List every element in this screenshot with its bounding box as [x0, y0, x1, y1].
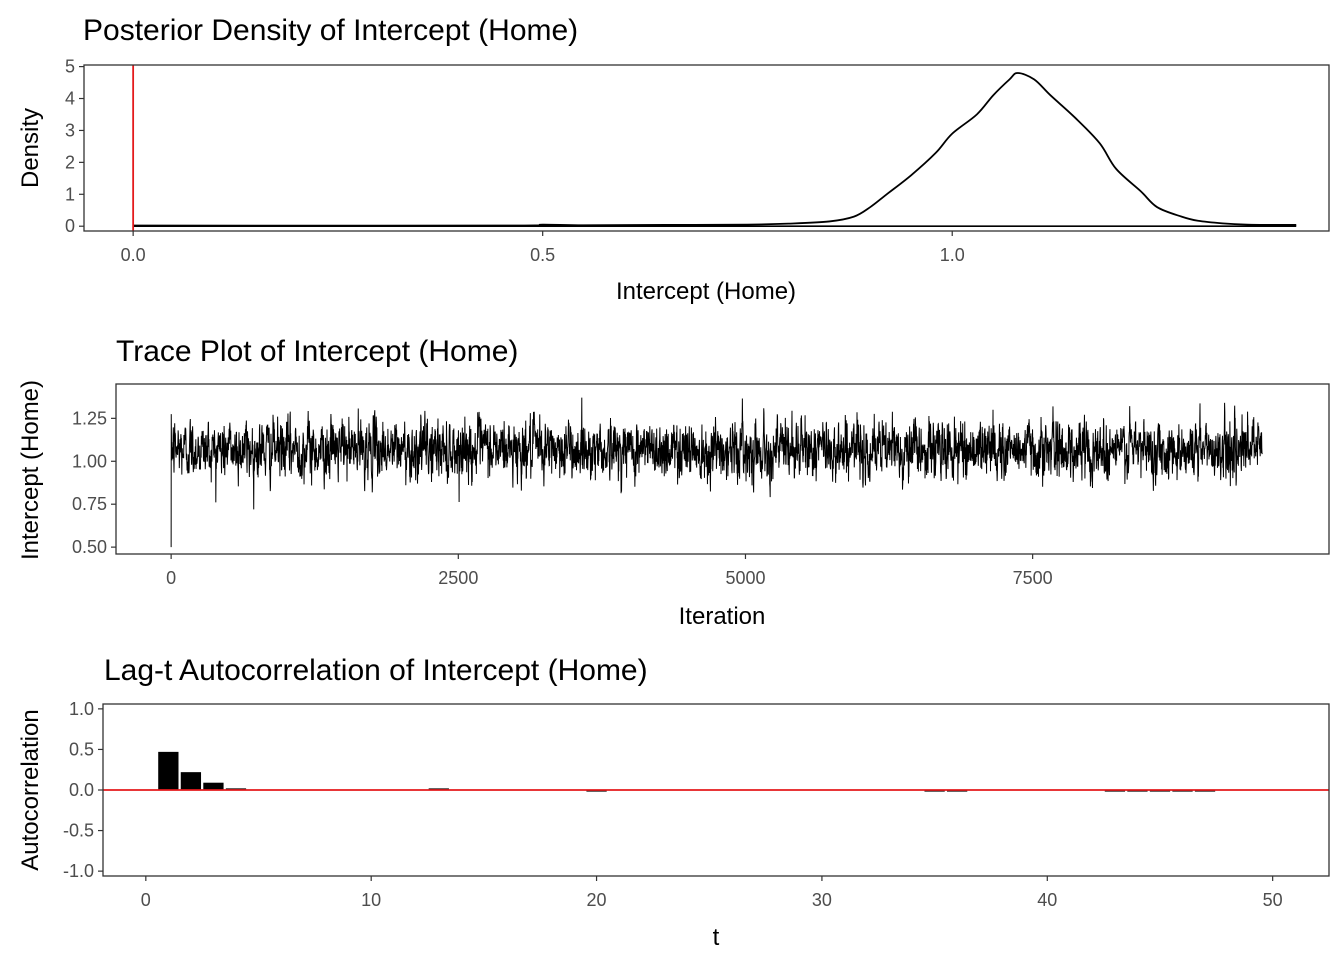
autocorrelation-x-tick-label: 30	[812, 890, 832, 910]
autocorrelation-x-tick-label: 40	[1037, 890, 1057, 910]
trace-y-tick-label: 1.00	[72, 451, 107, 471]
autocorrelation-bar	[158, 751, 179, 790]
trace-y-tick-label: 1.25	[72, 408, 107, 428]
density-x-ticks: 0.0 0.5 1.0	[121, 231, 965, 265]
trace-x-ticks: 0 2500 5000 7500	[166, 554, 1053, 588]
trace-x-tick-label: 0	[166, 568, 176, 588]
density-x-tick-label: 0.0	[121, 245, 146, 265]
density-x-tick-label: 0.5	[530, 245, 555, 265]
autocorrelation-bar	[180, 772, 202, 790]
autocorrelation-x-tick-label: 10	[361, 890, 381, 910]
density-y-ticks: 0 1 2 3 4 5	[65, 57, 84, 236]
autocorrelation-x-tick-label: 0	[141, 890, 151, 910]
density-x-tick-label: 1.0	[940, 245, 965, 265]
trace-y-tick-label: 0.50	[72, 537, 107, 557]
autocorrelation-bar	[203, 782, 224, 790]
autocorrelation-y-tick-label: 1.0	[69, 699, 94, 719]
autocorrelation-y-tick-label: 0.5	[69, 739, 94, 759]
autocorrelation-x-axis-title: t	[713, 924, 720, 951]
density-curve	[133, 72, 1297, 227]
trace-y-tick-label: 0.75	[72, 494, 107, 514]
density-y-tick-label: 4	[65, 89, 75, 109]
autocorrelation-panel-border	[102, 703, 1330, 877]
trace-panel-border	[115, 383, 1330, 555]
autocorrelation-y-axis-title: Autocorrelation	[17, 709, 44, 870]
density-chart: Posterior Density of Intercept (Home) 0 1…	[17, 14, 1330, 305]
density-y-tick-label: 2	[65, 152, 75, 172]
autocorrelation-title: Lag-t Autocorrelation of Intercept (Home…	[104, 654, 648, 687]
autocorrelation-y-tick-label: -1.0	[63, 861, 94, 881]
autocorrelation-y-tick-label: -0.5	[63, 821, 94, 841]
density-plot-area	[132, 65, 1297, 231]
trace-line	[170, 397, 1263, 548]
density-y-axis-title: Density	[17, 108, 44, 188]
autocorrelation-x-tick-label: 20	[587, 890, 607, 910]
density-panel-border	[83, 64, 1330, 232]
autocorrelation-y-ticks: -1.0 -0.5 0.0 0.5 1.0	[63, 699, 103, 881]
trace-x-axis-title: Iteration	[679, 603, 766, 630]
density-y-tick-label: 3	[65, 120, 75, 140]
autocorrelation-chart: Lag-t Autocorrelation of Intercept (Home…	[17, 654, 1330, 951]
trace-chart: Trace Plot of Intercept (Home) 0.50 0.75 1…	[17, 335, 1330, 630]
autocorrelation-x-tick-label: 50	[1263, 890, 1283, 910]
trace-x-tick-label: 5000	[725, 568, 765, 588]
trace-y-axis-title: Intercept (Home)	[17, 380, 44, 560]
autocorrelation-plot-area	[103, 751, 1329, 792]
autocorrelation-x-ticks: 0 10 20 30 40 50	[141, 876, 1283, 910]
density-title: Posterior Density of Intercept (Home)	[83, 14, 578, 47]
trace-x-tick-label: 7500	[1013, 568, 1053, 588]
trace-plot-area	[170, 397, 1263, 548]
trace-title: Trace Plot of Intercept (Home)	[116, 335, 518, 368]
density-x-axis-title: Intercept (Home)	[616, 278, 796, 305]
trace-x-tick-label: 2500	[438, 568, 478, 588]
density-y-tick-label: 0	[65, 216, 75, 236]
autocorrelation-y-tick-label: 0.0	[69, 780, 94, 800]
density-y-tick-label: 1	[65, 184, 75, 204]
trace-y-ticks: 0.50 0.75 1.00 1.25	[72, 408, 116, 557]
density-y-tick-label: 5	[65, 57, 75, 77]
